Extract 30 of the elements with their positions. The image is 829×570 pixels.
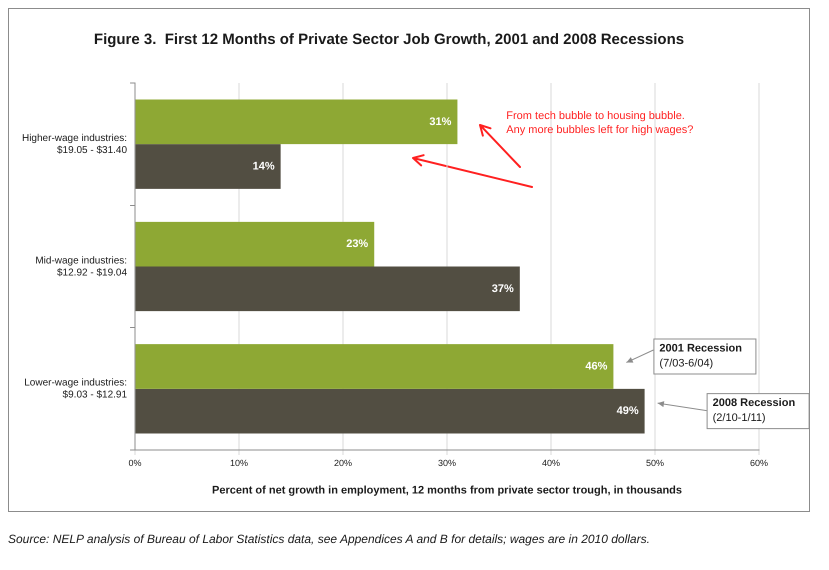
text: 14%: [252, 160, 275, 173]
x-tick-label: 50%: [646, 458, 664, 468]
text: 2008 Recession: [712, 397, 796, 410]
annotation: (2/10-1/11): [712, 412, 766, 424]
x-tick-label: 30%: [438, 458, 456, 468]
annotation: From tech bubble to housing bubble. Any more bubbles left for high wages?: [506, 110, 694, 136]
text: 49%: [616, 405, 639, 418]
text: 2001 Recession: [659, 342, 742, 355]
text: 31%: [429, 116, 452, 128]
annotation: (7/03-6/04): [659, 358, 714, 370]
x-axis-title: Percent of net growth in employment, 12 months from private sector trough, in thousands: [212, 484, 682, 496]
text: 23%: [346, 238, 368, 250]
y-tick-label: Lower-wage industries: $9.03 - $12.91: [24, 378, 128, 401]
x-tick-label: 0%: [128, 458, 142, 468]
bar: [136, 100, 458, 144]
y-tick-label: Higher-wage industries: $19.05 - $31.40: [22, 132, 128, 156]
text: 37%: [492, 282, 514, 295]
bar: [136, 144, 281, 189]
x-tick-label: 20%: [334, 458, 352, 468]
source-note: Source: NELP analysis of Bureau of Labor Statistics data, see Appendices A and B for details; wages are in 2010 dollars.: [8, 532, 651, 546]
x-tick-label: 40%: [542, 458, 560, 468]
bar: [136, 344, 614, 389]
text: 46%: [585, 360, 608, 373]
bar: [136, 266, 520, 312]
x-tick-label: 60%: [750, 458, 768, 468]
chart-title: Figure 3. First 12 Months of Private Sector Job Growth, 2001 and 2008 Recessions: [94, 31, 684, 48]
y-tick-label: Mid-wage industries: $12.92 - $19.04: [35, 255, 128, 278]
x-tick-label: 10%: [230, 458, 248, 468]
bar: [136, 222, 374, 266]
bar: [136, 388, 645, 434]
